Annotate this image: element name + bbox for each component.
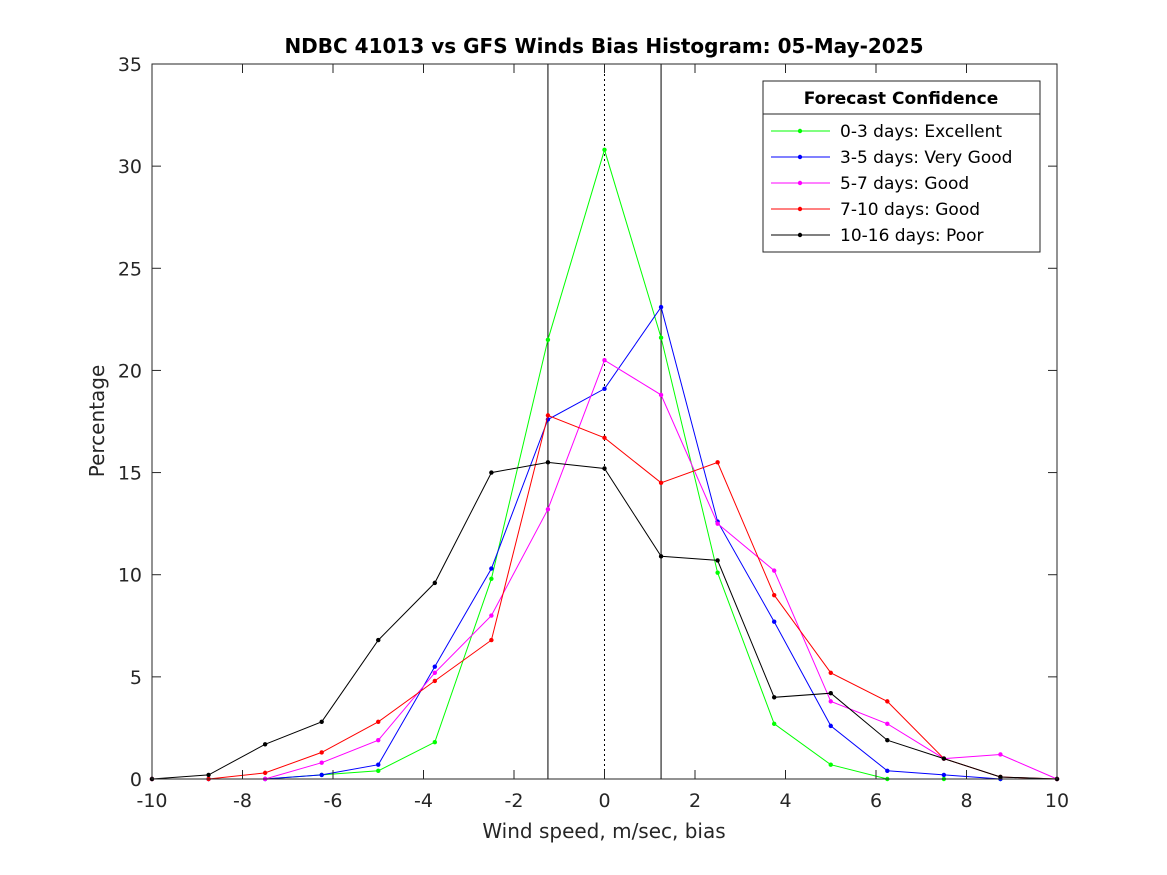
data-point — [545, 337, 551, 342]
data-point — [376, 719, 381, 724]
data-point — [998, 774, 1003, 780]
data-point — [715, 460, 720, 465]
data-point — [885, 721, 890, 727]
data-point — [319, 772, 324, 778]
data-point — [885, 737, 890, 743]
legend-box — [762, 80, 1041, 253]
data-point — [828, 691, 833, 696]
chart-title: NDBC 41013 vs GFS Winds Bias Histogram: … — [284, 34, 923, 58]
data-point — [658, 554, 664, 559]
legend-entry-label: 3-5 days: Very Good — [840, 148, 1012, 168]
data-point — [828, 762, 833, 767]
legend-swatch-marker — [797, 154, 803, 160]
x-tick-label: 10 — [1045, 790, 1069, 812]
x-tick-label: 2 — [689, 790, 701, 812]
data-point — [432, 670, 438, 675]
data-point — [602, 147, 607, 152]
data-point — [941, 772, 947, 778]
data-point — [602, 466, 607, 471]
data-point — [602, 435, 607, 441]
data-point — [432, 740, 438, 745]
legend-entry-label: 5-7 days: Good — [840, 174, 969, 194]
data-point — [376, 637, 381, 643]
data-point — [262, 742, 268, 747]
x-tick-label: 0 — [598, 790, 610, 812]
data-point — [489, 470, 494, 475]
data-point — [715, 558, 720, 563]
legend-entries: 0-3 days: Excellent 3-5 days: Very Good 5-… — [771, 122, 1012, 246]
data-point — [602, 358, 607, 363]
y-tick-label: 15 — [118, 463, 142, 485]
x-tick-label: -4 — [414, 790, 433, 812]
data-point — [376, 768, 381, 774]
x-tick-label: 4 — [779, 790, 791, 812]
x-tick-label: -8 — [233, 790, 252, 812]
data-point — [432, 580, 438, 586]
axes: -10 -8 -6 -4 -2 0 2 4 6 8 10 0 5 10 15 20 25 30 35 — [118, 54, 1069, 812]
data-point — [941, 756, 947, 761]
data-point — [319, 750, 324, 755]
data-point — [715, 570, 720, 575]
y-tick-label: 25 — [118, 258, 142, 280]
data-point — [828, 670, 833, 675]
data-point — [771, 695, 777, 700]
data-point — [489, 566, 494, 571]
data-point — [545, 507, 551, 512]
y-tick-label: 0 — [130, 769, 142, 791]
legend-title: Forecast Confidence — [804, 89, 999, 109]
data-point — [545, 413, 551, 418]
data-point — [658, 480, 664, 485]
data-point — [262, 770, 268, 776]
legend-swatch-marker — [797, 180, 803, 186]
data-point — [715, 521, 720, 526]
legend-entry-label: 7-10 days: Good — [840, 200, 980, 220]
legend-swatch-marker — [797, 128, 803, 134]
data-point — [489, 576, 494, 581]
y-tick-label: 5 — [130, 667, 142, 689]
data-point — [828, 723, 833, 729]
legend-entry-label: 0-3 days: Excellent — [840, 122, 1002, 142]
y-tick-label: 30 — [118, 156, 142, 178]
y-tick-label: 20 — [118, 360, 142, 382]
data-point — [771, 592, 777, 598]
x-axis-label: Wind speed, m/sec, bias — [482, 819, 725, 843]
x-tick-label: -6 — [324, 790, 343, 812]
data-point — [432, 678, 438, 684]
legend-swatch-marker — [797, 206, 803, 212]
data-point — [489, 613, 494, 618]
data-point — [828, 699, 833, 704]
data-point — [319, 760, 324, 765]
legend-entry-label: 10-16 days: Poor — [840, 226, 984, 246]
y-axis-label: Percentage — [85, 365, 109, 478]
legend: Forecast Confidence 0-3 days: Excellent 3… — [762, 80, 1041, 253]
x-tick-label: -10 — [136, 790, 167, 812]
data-point — [206, 772, 211, 778]
data-point — [658, 335, 664, 340]
y-tick-label: 10 — [118, 565, 142, 587]
data-point — [771, 619, 777, 624]
data-point — [432, 664, 438, 669]
data-point — [319, 719, 324, 724]
data-point — [885, 699, 890, 704]
data-point — [376, 737, 381, 743]
x-tick-label: 8 — [960, 790, 972, 812]
data-point — [998, 752, 1003, 757]
x-tick-label: 6 — [870, 790, 882, 812]
data-point — [771, 721, 777, 727]
data-point — [602, 386, 607, 392]
data-point — [658, 392, 664, 398]
y-tick-label: 35 — [118, 54, 142, 76]
data-point — [545, 460, 551, 465]
legend-swatch-marker — [797, 232, 803, 238]
x-tick-label: -2 — [505, 790, 524, 812]
data-point — [376, 762, 381, 767]
data-point — [489, 637, 494, 643]
data-point — [658, 304, 664, 310]
data-point — [771, 568, 777, 573]
data-point — [885, 768, 890, 774]
